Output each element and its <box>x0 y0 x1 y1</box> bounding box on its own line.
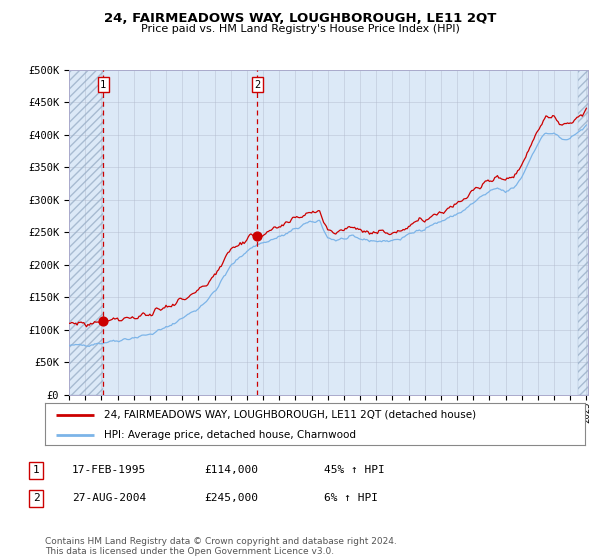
Bar <box>69 70 103 395</box>
Text: 1: 1 <box>32 465 40 475</box>
Text: Price paid vs. HM Land Registry's House Price Index (HPI): Price paid vs. HM Land Registry's House … <box>140 24 460 34</box>
Text: 17-FEB-1995: 17-FEB-1995 <box>72 465 146 475</box>
Text: Contains HM Land Registry data © Crown copyright and database right 2024.
This d: Contains HM Land Registry data © Crown c… <box>45 536 397 556</box>
Text: £114,000: £114,000 <box>204 465 258 475</box>
Text: 24, FAIRMEADOWS WAY, LOUGHBOROUGH, LE11 2QT (detached house): 24, FAIRMEADOWS WAY, LOUGHBOROUGH, LE11 … <box>104 410 476 420</box>
Text: 2: 2 <box>32 493 40 503</box>
Bar <box>69 70 103 395</box>
Point <box>253 231 262 240</box>
Text: 45% ↑ HPI: 45% ↑ HPI <box>324 465 385 475</box>
Text: HPI: Average price, detached house, Charnwood: HPI: Average price, detached house, Char… <box>104 430 356 440</box>
Text: 1: 1 <box>100 80 106 90</box>
Text: 24, FAIRMEADOWS WAY, LOUGHBOROUGH, LE11 2QT: 24, FAIRMEADOWS WAY, LOUGHBOROUGH, LE11 … <box>104 12 496 25</box>
Text: 27-AUG-2004: 27-AUG-2004 <box>72 493 146 503</box>
Text: 6% ↑ HPI: 6% ↑ HPI <box>324 493 378 503</box>
Point <box>98 316 108 325</box>
Bar <box>578 70 588 395</box>
Text: £245,000: £245,000 <box>204 493 258 503</box>
Text: 2: 2 <box>254 80 260 90</box>
